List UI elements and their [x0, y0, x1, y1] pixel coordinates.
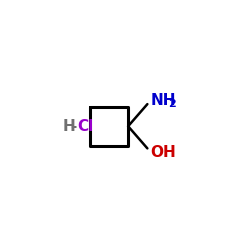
Text: NH: NH — [150, 93, 176, 108]
Text: Cl: Cl — [77, 119, 93, 134]
Text: 2: 2 — [168, 100, 176, 110]
Text: -: - — [70, 119, 76, 134]
Text: OH: OH — [150, 145, 176, 160]
Text: H: H — [63, 119, 76, 134]
